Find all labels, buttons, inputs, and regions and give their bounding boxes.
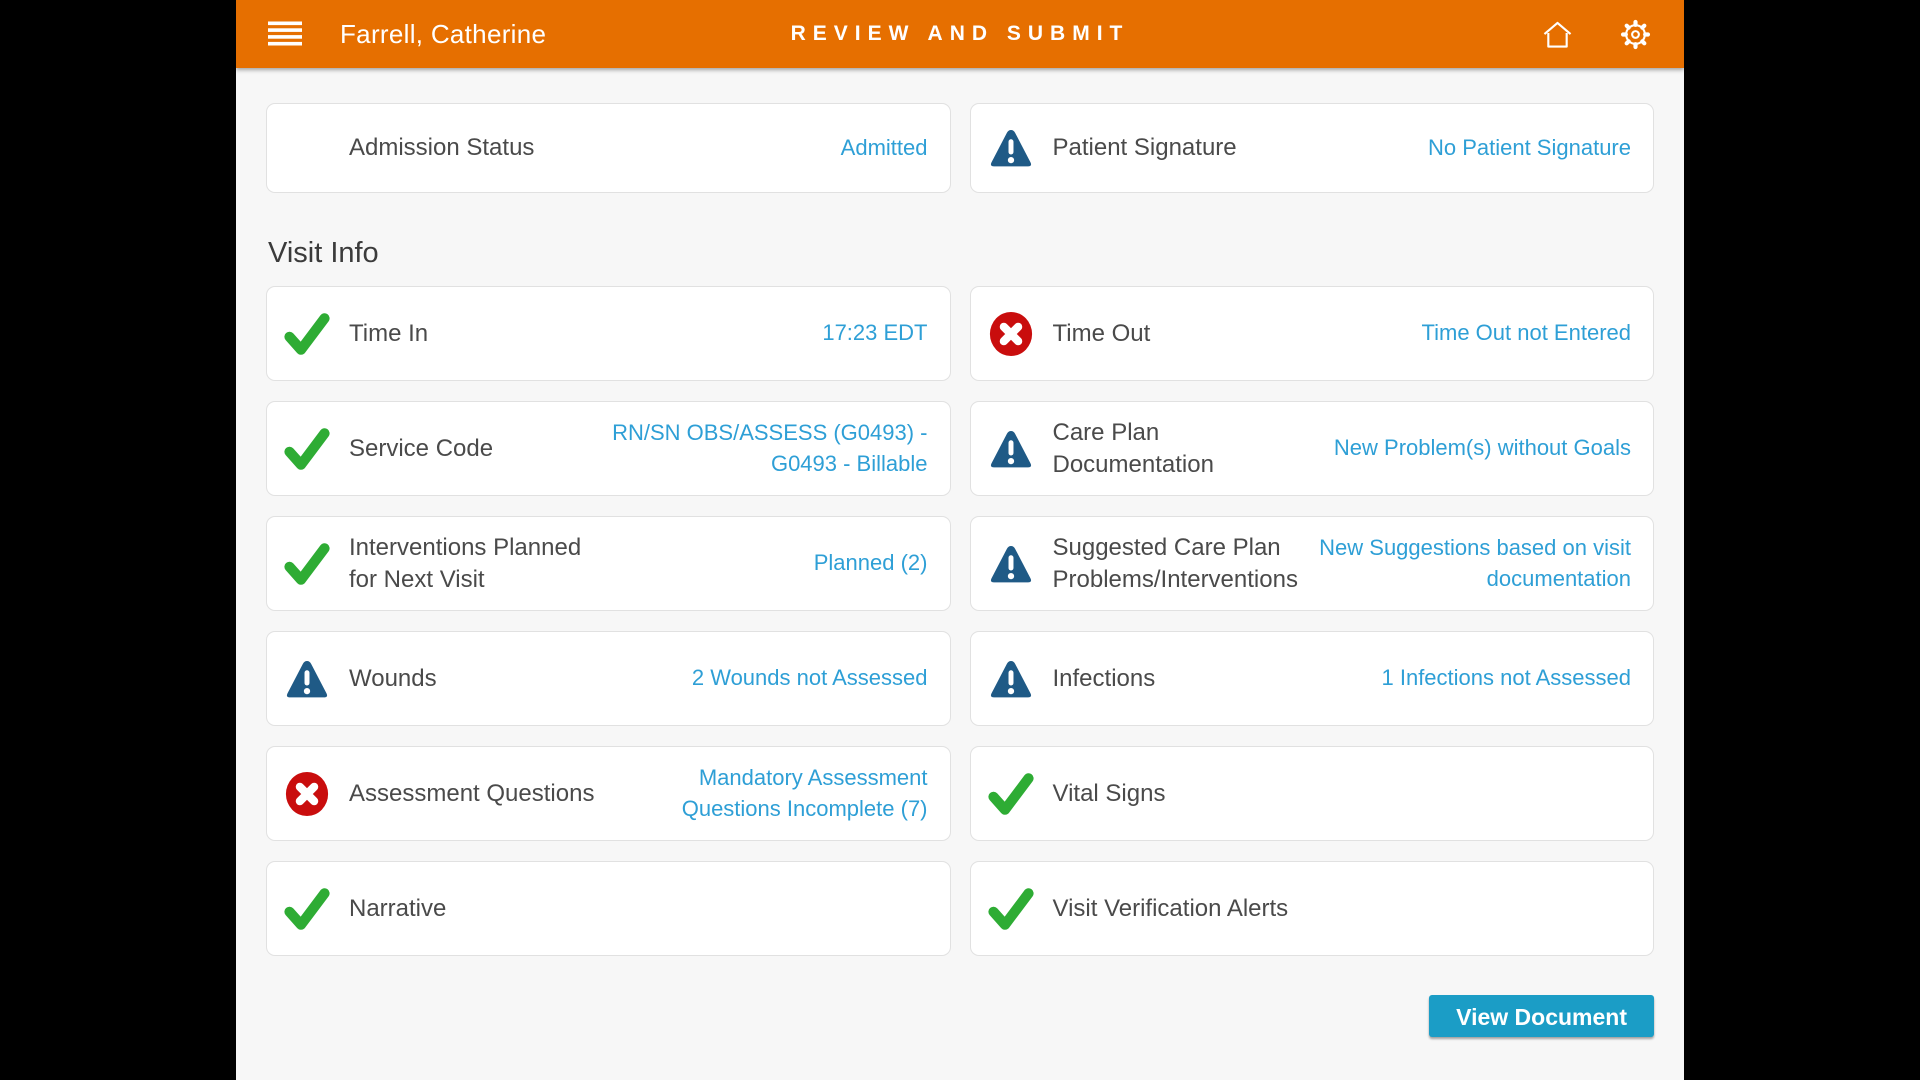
card-value: No Patient Signature [1427, 134, 1631, 160]
alert-triangle-icon [283, 652, 331, 706]
card-value: RN/SN OBS/ASSESS (G0493) - G0493 - Billa… [612, 419, 928, 476]
card-label: Vital Signs [1052, 779, 1166, 807]
header-actions [1540, 16, 1654, 53]
home-icon[interactable] [1540, 18, 1575, 51]
x-circle-icon [283, 767, 331, 821]
status-card[interactable]: Care Plan Documentation New Problem(s) w… [969, 401, 1654, 496]
status-card[interactable]: Wounds 2 Wounds not Assessed [266, 631, 951, 726]
card-label: Care Plan Documentation [1052, 419, 1214, 478]
check-icon [283, 422, 331, 476]
summary-card-grid: Admission Status Admitted Patient Signat… [266, 103, 1654, 193]
card-label: Wounds [349, 664, 437, 692]
x-circle-icon [987, 307, 1035, 361]
check-icon [987, 882, 1035, 936]
card-value: 1 Infections not Assessed [1381, 665, 1632, 691]
card-label: Time In [349, 319, 429, 347]
card-value: Admitted [840, 134, 928, 160]
card-label: Patient Signature [1052, 134, 1237, 162]
card-value: 2 Wounds not Assessed [691, 665, 928, 691]
card-value: 17:23 EDT [822, 320, 928, 346]
card-label: Interventions Planned for Next Visit [349, 534, 582, 593]
visit-info-section-label: Visit Info [268, 237, 379, 269]
card-label: Visit Verification Alerts [1052, 894, 1289, 922]
check-icon [283, 882, 331, 936]
check-icon [987, 767, 1035, 821]
status-card[interactable]: Suggested Care Plan Problems/Interventio… [969, 516, 1654, 611]
gear-icon[interactable] [1617, 16, 1654, 53]
app-header: Farrell, Catherine REVIEW AND SUBMIT [236, 0, 1684, 68]
status-card[interactable]: Time Out Time Out not Entered [969, 286, 1654, 381]
status-card[interactable]: Assessment Questions Mandatory Assessmen… [266, 746, 951, 841]
check-icon [283, 307, 331, 361]
card-value: Planned (2) [813, 550, 928, 576]
alert-triangle-icon [987, 652, 1035, 706]
card-label: Suggested Care Plan Problems/Interventio… [1052, 534, 1298, 593]
alert-triangle-icon [987, 422, 1035, 476]
card-label: Service Code [349, 434, 494, 462]
card-label: Admission Status [349, 134, 535, 162]
app-window: Farrell, Catherine REVIEW AND SUBMIT [236, 0, 1684, 1080]
status-card[interactable]: Admission Status Admitted [266, 103, 951, 193]
status-card[interactable]: Time In 17:23 EDT [266, 286, 951, 381]
card-value: Time Out not Entered [1421, 320, 1631, 346]
review-and-submit-content: Admission Status Admitted Patient Signat… [236, 68, 1684, 1080]
hamburger-menu-icon[interactable] [266, 17, 304, 52]
patient-name: Farrell, Catherine [340, 18, 547, 49]
status-card[interactable]: Interventions Planned for Next Visit Pla… [266, 516, 951, 611]
card-value: Mandatory Assessment Questions Incomplet… [681, 764, 928, 821]
status-card[interactable]: Service Code RN/SN OBS/ASSESS (G0493) - … [266, 401, 951, 496]
status-icon [283, 121, 331, 175]
card-value: New Problem(s) without Goals [1333, 435, 1631, 461]
footer-actions: View Document [266, 995, 1654, 1037]
status-card[interactable]: Patient Signature No Patient Signature [969, 103, 1654, 193]
card-label: Time Out [1052, 319, 1151, 347]
status-card[interactable]: Visit Verification Alerts [969, 861, 1654, 956]
alert-triangle-icon [987, 121, 1035, 175]
card-label: Infections [1052, 664, 1156, 692]
check-icon [283, 537, 331, 591]
status-card[interactable]: Infections 1 Infections not Assessed [969, 631, 1654, 726]
alert-triangle-icon [987, 537, 1035, 591]
card-label: Assessment Questions [349, 779, 595, 807]
status-card[interactable]: Vital Signs [969, 746, 1654, 841]
view-document-button[interactable]: View Document [1429, 995, 1654, 1037]
status-card[interactable]: Narrative [266, 861, 951, 956]
card-value: New Suggestions based on visit documenta… [1319, 534, 1631, 591]
page-title: REVIEW AND SUBMIT [790, 22, 1130, 45]
visit-info-card-grid: Time In 17:23 EDT Time Out Time Out not … [266, 286, 1654, 956]
card-label: Narrative [349, 894, 447, 922]
